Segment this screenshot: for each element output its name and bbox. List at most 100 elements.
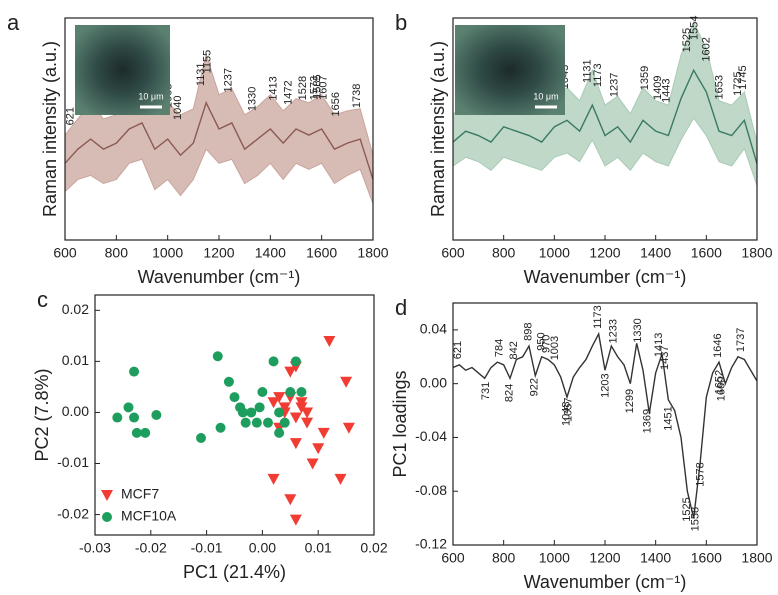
y-axis-label: Raman intensity (a.u.)	[40, 41, 60, 217]
panel: a 600 800 1000 1200 1400 1600 1800 Wavenumber (c…	[7, 10, 389, 287]
peak-label: 1554	[689, 15, 701, 39]
y-axis-label: PC2 (7.8%)	[32, 368, 52, 461]
y-tick-label: -0.08	[415, 482, 447, 498]
peak-label: 1173	[592, 305, 604, 329]
x-tick-label: -0.01	[191, 540, 223, 556]
x-tick-label: 0.02	[360, 540, 387, 556]
x-tick-label: -0.03	[79, 540, 111, 556]
x-tick-label: 1800	[741, 550, 772, 566]
scale-label: 10 μm	[533, 91, 558, 101]
x-tick-label: 0.01	[305, 540, 332, 556]
peak-label: 1131	[581, 59, 593, 83]
plot-frame	[94, 294, 375, 536]
y-tick-label: -0.01	[57, 454, 89, 470]
panel: d 600 800 1000 1200 1400 1600 1800 0.04 0.00 -0.04…	[390, 295, 773, 592]
x-tick-label: 1600	[691, 245, 722, 261]
point	[229, 392, 240, 403]
peak-label: 621	[452, 341, 464, 359]
peak-label: 970	[541, 335, 553, 353]
point	[262, 417, 273, 428]
peak-label: 1725	[732, 71, 744, 95]
y-axis-label: Raman intensity (a.u.)	[428, 41, 448, 217]
panel-letter: b	[395, 10, 407, 35]
peak-label: 1602	[701, 37, 713, 61]
x-axis-label: Wavenumber (cm⁻¹)	[524, 572, 687, 592]
peak-label: 1237	[608, 73, 620, 97]
point	[131, 427, 142, 438]
x-tick-label: 1200	[589, 550, 620, 566]
peak-label: 1233	[607, 319, 619, 343]
y-tick-label: 0.00	[62, 403, 89, 419]
x-tick-label: 800	[492, 550, 516, 566]
x-tick-label: 600	[441, 245, 465, 261]
legend-marker	[102, 512, 112, 522]
peak-label: 1525	[681, 28, 693, 52]
peak-label: 1443	[660, 78, 672, 102]
peak-label: 1409	[652, 75, 664, 99]
x-tick-label: 0.00	[249, 540, 276, 556]
panel: c -0.03 -0.02 -0.01 0.00 0.01 0.02 -0.02 -0.01 0.…	[32, 287, 388, 582]
point	[254, 402, 265, 413]
peak-label: 1131	[195, 62, 207, 86]
x-axis-label: Wavenumber (cm⁻¹)	[524, 267, 687, 287]
y-tick-label: 0.00	[420, 374, 447, 390]
point	[340, 376, 353, 388]
y-tick-label: 0.01	[62, 352, 89, 368]
peak-label: 621	[64, 107, 76, 125]
x-tick-label: 1400	[640, 550, 671, 566]
point	[257, 387, 268, 398]
peak-label: 1573	[309, 76, 321, 100]
x-tick-label: 1800	[741, 245, 772, 261]
point	[274, 407, 285, 418]
peak-label: 1003	[549, 336, 561, 360]
point	[334, 473, 347, 485]
panel-letter: a	[7, 10, 20, 35]
peak-label: 1203	[600, 373, 612, 397]
peak-label: 842	[508, 341, 520, 359]
point	[129, 412, 140, 423]
peak-label: 1653	[714, 75, 726, 99]
y-tick-label: 0.02	[62, 301, 89, 317]
peak-label: 1040	[172, 96, 184, 120]
point	[140, 427, 151, 438]
point	[215, 422, 226, 433]
y-tick-label: -0.12	[415, 536, 447, 552]
peak-label: 898	[522, 323, 534, 341]
peak-label: 1472	[283, 80, 295, 104]
peak-label: 1585	[312, 74, 324, 98]
x-tick-label: 1200	[589, 245, 620, 261]
point	[301, 407, 314, 419]
point	[246, 407, 257, 418]
x-tick-label: 1000	[539, 245, 570, 261]
peak-label: 1528	[297, 76, 309, 100]
plot-frame	[452, 302, 758, 546]
peak-label: 1558	[690, 507, 702, 531]
point	[342, 422, 355, 434]
point	[317, 427, 330, 439]
legend-label: MCF10A	[121, 508, 177, 524]
point	[284, 494, 297, 506]
point	[267, 473, 280, 485]
x-tick-label: 1000	[152, 245, 183, 261]
peak-label: 1299	[624, 389, 636, 413]
point	[295, 397, 308, 409]
inset-image	[75, 25, 170, 115]
y-axis-label: PC1 loadings	[390, 370, 410, 477]
peak-label: 1413	[268, 76, 280, 100]
x-tick-label: 1400	[255, 245, 286, 261]
point	[223, 376, 234, 387]
peak-label: 1330	[632, 318, 644, 342]
point	[267, 397, 280, 409]
peak-label: 950	[536, 332, 548, 350]
peak-label: 731	[480, 382, 492, 400]
peak-label: 1652	[713, 370, 725, 394]
point	[129, 366, 140, 377]
point	[240, 417, 251, 428]
inset-image	[455, 25, 565, 115]
peak-label: 1048	[560, 401, 572, 425]
y-tick-label: -0.02	[57, 505, 89, 521]
peak-label: 922	[528, 378, 540, 396]
peak-label: 1656	[330, 92, 342, 116]
point	[212, 351, 223, 362]
